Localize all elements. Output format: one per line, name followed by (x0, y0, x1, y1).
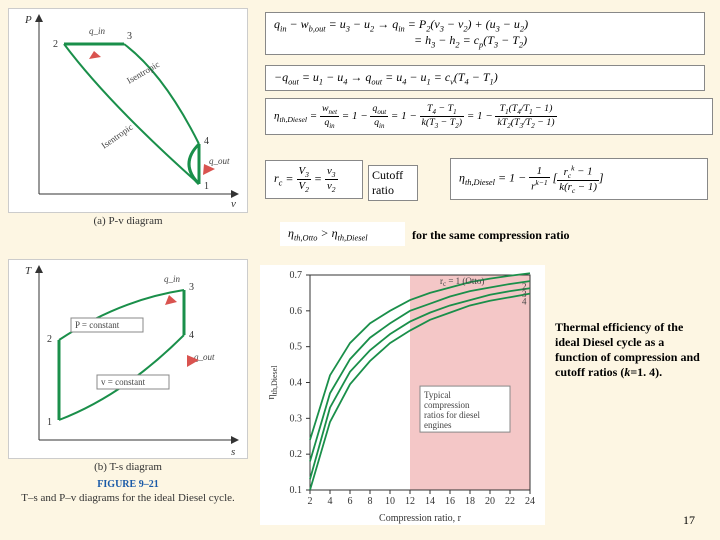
svg-text:1: 1 (204, 181, 209, 192)
svg-text:ηth,Diesel: ηth,Diesel (266, 365, 279, 400)
svg-text:3: 3 (189, 282, 194, 293)
ts-diagram: T s 1 2 3 4 q_in q_out P = constant v = … (8, 259, 248, 459)
pv-qout: q_out (209, 156, 230, 166)
svg-text:12: 12 (405, 496, 415, 507)
svg-text:Typical: Typical (424, 390, 451, 400)
svg-text:compression: compression (424, 400, 470, 410)
svg-text:2: 2 (53, 39, 58, 50)
svg-text:4: 4 (204, 136, 209, 147)
svg-text:0.1: 0.1 (290, 485, 303, 496)
svg-text:1: 1 (47, 417, 52, 428)
eq-eta: ηth,Diesel = wnetqin = 1 − qoutqin = 1 −… (265, 98, 713, 135)
svg-text:0.6: 0.6 (290, 306, 303, 317)
pv-qin: q_in (89, 26, 106, 36)
svg-text:engines: engines (424, 420, 452, 430)
pv-y-axis: P (24, 14, 32, 26)
svg-text:24: 24 (525, 496, 535, 507)
svg-text:Isentropic: Isentropic (125, 59, 161, 86)
eq-compare: ηth,Otto > ηth,Diesel (280, 222, 405, 246)
svg-text:0.4: 0.4 (290, 378, 303, 389)
ts-y-axis: T (25, 265, 32, 277)
figure-label: FIGURE 9–21 (8, 479, 248, 490)
svg-text:0.5: 0.5 (290, 342, 303, 353)
svg-text:ratios for diesel: ratios for diesel (424, 410, 480, 420)
svg-text:4: 4 (328, 496, 333, 507)
svg-text:2: 2 (47, 334, 52, 345)
svg-text:8: 8 (368, 496, 373, 507)
ts-caption: (b) T-s diagram (8, 459, 248, 475)
svg-text:Compression ratio, r: Compression ratio, r (379, 513, 462, 524)
svg-text:16: 16 (445, 496, 455, 507)
ts-x-axis: s (231, 446, 235, 458)
svg-text:v = constant: v = constant (101, 377, 146, 387)
same-compression-text: for the same compression ratio (412, 228, 570, 243)
eq-rc: rc = V3V2 = v3v2 (265, 160, 363, 199)
pv-caption: (a) P-v diagram (8, 213, 248, 229)
svg-text:18: 18 (465, 496, 475, 507)
svg-text:20: 20 (485, 496, 495, 507)
eq-eta-rc: ηth,Diesel = 1 − 1rk−1 [rck − 1k(rc − 1)… (450, 158, 708, 200)
page-number: 17 (683, 513, 695, 528)
left-diagrams: P v 2 3 4 1 q_in q_out Isentropic Isentr… (8, 8, 248, 506)
svg-text:q_in: q_in (164, 274, 181, 284)
svg-text:14: 14 (425, 496, 435, 507)
eq-qin: qin − wb,out = u3 − u2 → qin = P2(v3 − v… (265, 12, 705, 55)
svg-text:P = constant: P = constant (75, 320, 120, 330)
pv-diagram: P v 2 3 4 1 q_in q_out Isentropic Isentr… (8, 8, 248, 213)
cutoff-ratio-label: Cutoff ratio (368, 165, 418, 201)
svg-text:3: 3 (127, 31, 132, 42)
svg-text:4: 4 (522, 296, 527, 306)
svg-text:10: 10 (385, 496, 395, 507)
figure-caption: T–s and P–v diagrams for the ideal Diese… (8, 490, 248, 506)
svg-text:6: 6 (348, 496, 353, 507)
svg-text:2: 2 (308, 496, 313, 507)
svg-text:0.2: 0.2 (290, 449, 303, 460)
eq-qout: −qout = u1 − u4 → qout = u4 − u1 = cv(T4… (265, 65, 705, 91)
svg-text:4: 4 (189, 330, 194, 341)
svg-text:0.3: 0.3 (290, 413, 303, 424)
chart-description: Thermal efficiency of the ideal Diesel c… (555, 320, 705, 380)
pv-x-axis: v (231, 198, 236, 210)
svg-text:0.7: 0.7 (290, 270, 303, 281)
efficiency-chart: 246810121416182022240.10.20.30.40.50.60.… (260, 265, 545, 525)
svg-text:Isentropic: Isentropic (99, 122, 134, 151)
svg-text:22: 22 (505, 496, 515, 507)
